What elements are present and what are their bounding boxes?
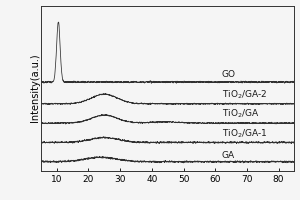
Text: TiO$_2$/GA-1: TiO$_2$/GA-1	[222, 127, 267, 140]
Text: GO: GO	[222, 70, 236, 79]
Text: TiO$_2$/GA: TiO$_2$/GA	[222, 107, 259, 120]
Text: GA: GA	[222, 151, 235, 160]
Y-axis label: Intensity(a.u.): Intensity(a.u.)	[30, 54, 40, 122]
Text: TiO$_2$/GA-2: TiO$_2$/GA-2	[222, 88, 267, 101]
